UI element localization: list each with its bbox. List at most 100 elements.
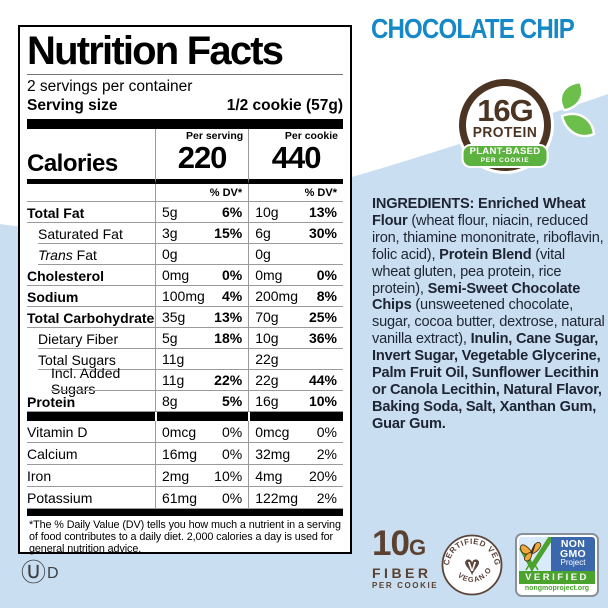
per-serving-cell: 0g <box>154 244 249 265</box>
nutrient-row: Total Sugars 11g 22g <box>27 349 343 370</box>
nutrient-name: Iron <box>27 465 155 487</box>
per-cookie-cell: 122mg 2% <box>248 487 343 509</box>
vitamin-rows: Vitamin D 0mcg 0% 0mcg 0% Calcium 16mg 0% 3… <box>27 421 343 509</box>
fiber-label: FIBER <box>372 565 432 581</box>
per-serving-cell: 16mg 0% <box>154 443 249 465</box>
daily-value-header-row: % DV* % DV* <box>27 184 343 202</box>
nutrient-name: Cholesterol <box>27 265 155 286</box>
protein-amount: 16G <box>477 93 534 128</box>
calories-row: Calories Per serving 220 Per cookie 440 <box>27 129 343 184</box>
ingredients-paragraph: INGREDIENTS: Enriched Wheat Flour (wheat… <box>372 196 605 432</box>
ou-symbol: Ⓤ <box>21 559 47 587</box>
per-cookie-cell: 22g <box>248 349 343 370</box>
calories-per-cookie-value: 440 <box>271 140 322 175</box>
non-gmo-project-seal: NON GMO Project VERIFIED nongmoproject.o… <box>515 533 599 597</box>
calories-per-serving-value: 220 <box>177 140 228 175</box>
per-serving-cell: 0mg 0% <box>154 265 249 286</box>
nutrition-facts-panel: Nutrition Facts 2 servings per container… <box>18 25 352 555</box>
calories-per-serving-cell: Per serving 220 <box>154 129 249 184</box>
per-serving-cell: 3g 15% <box>154 223 249 244</box>
dv-header-cookie: % DV* <box>248 184 343 202</box>
separator-bar-segmented <box>27 412 343 421</box>
kosher-ou-d-mark: Ⓤ D <box>21 561 59 586</box>
nutrient-row: Total Carbohydrate 35g 13% 70g 25% <box>27 307 343 328</box>
nutrient-name: Saturated Fat <box>27 223 155 244</box>
nutrient-name: Potassium <box>27 487 155 509</box>
separator-bar-bottom <box>27 509 343 516</box>
per-cookie-cell: 22g 44% <box>248 370 343 391</box>
nutrient-name: Protein <box>27 391 155 412</box>
butterfly-checkmark-art <box>519 537 551 571</box>
nutrient-row: Total Fat 5g 6% 10g 13% <box>27 202 343 223</box>
per-cookie-cell: 32mg 2% <box>248 443 343 465</box>
per-cookie-cell: 0mg 0% <box>248 265 343 286</box>
nutrient-row: Vitamin D 0mcg 0% 0mcg 0% <box>27 421 343 443</box>
non-gmo-wordmark: NON GMO Project <box>551 537 595 571</box>
nutrient-row: Potassium 61mg 0% 122mg 2% <box>27 487 343 509</box>
vegan-v-letter: V <box>468 560 477 574</box>
per-cookie-cell: 10g 36% <box>248 328 343 349</box>
per-cookie-cell: 0g <box>248 244 343 265</box>
nutrient-row: Incl. Added Sugars 11g 22% 22g 44% <box>27 365 343 397</box>
per-cookie-cell: 4mg 20% <box>248 465 343 487</box>
flavor-title: CHOCOLATE CHIP <box>371 13 575 44</box>
separator-bar-thick <box>27 119 343 129</box>
nutrition-facts-title: Nutrition Facts <box>27 30 343 75</box>
per-cookie-cell: 70g 25% <box>248 307 343 328</box>
per-serving-header: Per serving <box>185 130 244 142</box>
nutrient-name: Calcium <box>27 443 155 465</box>
per-serving-cell: 5g 6% <box>154 202 249 223</box>
nutrient-name: Dietary Fiber <box>27 328 155 349</box>
butterfly-icon <box>520 542 542 562</box>
kosher-d-letter: D <box>47 564 59 582</box>
nutrient-name: Incl. Added Sugars <box>27 365 155 397</box>
dv-header-serving: % DV* <box>154 184 249 202</box>
per-serving-cell: 8g 5% <box>154 391 249 412</box>
non-gmo-word3: Project <box>560 558 586 568</box>
calories-label: Calories <box>27 129 155 184</box>
nutrient-name: Total Fat <box>27 202 155 223</box>
serving-size-row: Serving size 1/2 cookie (57g) <box>27 96 343 119</box>
nutrient-name: Total Sugars <box>27 349 155 370</box>
fiber-sublabel: PER COOKIE <box>372 581 439 590</box>
fiber-badge: 10G FIBER PER COOKIE <box>372 526 439 590</box>
per-cookie-cell: 6g 30% <box>248 223 343 244</box>
nutrient-row: Sodium 100mg 4% 200mg 8% <box>27 286 343 307</box>
serving-size-label: Serving size <box>27 97 118 114</box>
daily-value-footnote: *The % Daily Value (DV) tells you how mu… <box>29 519 341 555</box>
per-cookie-cell: 200mg 8% <box>248 286 343 307</box>
per-serving-cell: 2mg 10% <box>154 465 249 487</box>
per-serving-cell: 11g 22% <box>154 370 249 391</box>
protein-badge: 16G PROTEIN PLANT-BASED PER COOKIE <box>459 79 551 171</box>
certified-vegan-seal: CERTIFIED VEGAN VEGAN.ORG ♥ V <box>441 534 503 596</box>
nutrient-row: Trans Fat 0g 0g <box>27 244 343 265</box>
nutrient-name: Trans Fat <box>27 244 155 265</box>
fiber-unit: G <box>408 535 426 560</box>
nutrient-row: Protein 8g 5% 16g 10% <box>27 391 343 412</box>
nutrient-row: Saturated Fat 3g 15% 6g 30% <box>27 223 343 244</box>
banner-line2: PER COOKIE <box>480 157 530 164</box>
nutrient-rows: Total Fat 5g 6% 10g 13% Saturated Fat 3g 15… <box>27 202 343 412</box>
protein-label: PROTEIN <box>472 125 538 141</box>
verified-banner: VERIFIED <box>519 571 595 584</box>
nutrient-name: Sodium <box>27 286 155 307</box>
per-cookie-cell: 16g 10% <box>248 391 343 412</box>
per-serving-cell: 61mg 0% <box>154 487 249 509</box>
per-serving-cell: 11g <box>154 349 249 370</box>
per-cookie-cell: 0mcg 0% <box>248 421 343 443</box>
nutrient-name: Total Carbohydrate <box>27 307 155 328</box>
per-cookie-header: Per cookie <box>284 130 338 142</box>
non-gmo-word2: GMO <box>560 547 586 560</box>
nutrient-row: Iron 2mg 10% 4mg 20% <box>27 465 343 487</box>
calories-per-cookie-cell: Per cookie 440 <box>248 129 343 184</box>
banner-line1: PLANT-BASED <box>469 146 541 157</box>
nutrient-row: Dietary Fiber 5g 18% 10g 36% <box>27 328 343 349</box>
nutrient-row: Calcium 16mg 0% 32mg 2% <box>27 443 343 465</box>
non-gmo-url: nongmoproject.org <box>524 585 590 592</box>
per-serving-cell: 0mcg 0% <box>154 421 249 443</box>
heart-icon: ♥ <box>464 550 481 581</box>
non-gmo-word1: NON <box>560 538 586 551</box>
per-serving-cell: 5g 18% <box>154 328 249 349</box>
leaves-icon <box>559 80 596 138</box>
plant-based-banner: PLANT-BASED PER COOKIE <box>461 144 549 168</box>
